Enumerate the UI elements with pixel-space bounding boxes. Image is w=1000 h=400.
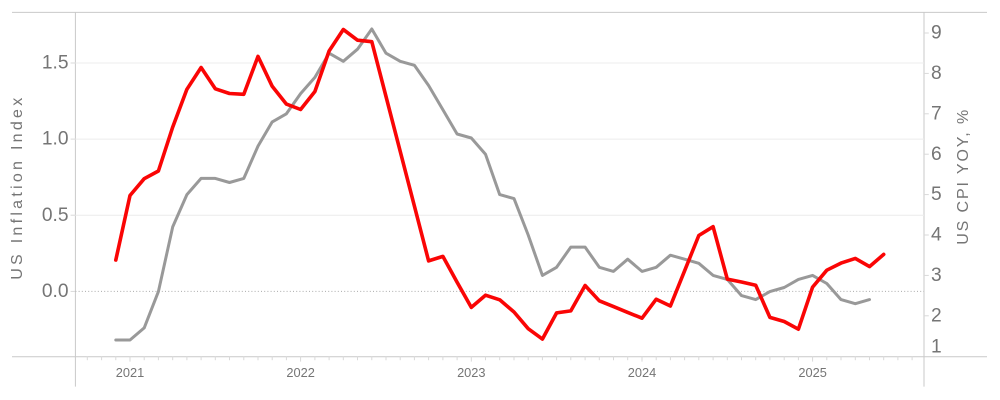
svg-text:2021: 2021 xyxy=(116,365,144,380)
svg-text:1.0: 1.0 xyxy=(42,129,69,150)
svg-text:8: 8 xyxy=(931,63,942,84)
svg-text:US CPI YOY, %: US CPI YOY, % xyxy=(955,110,972,245)
svg-text:9: 9 xyxy=(931,23,942,44)
svg-text:5: 5 xyxy=(931,184,942,205)
svg-text:3: 3 xyxy=(931,265,942,286)
svg-text:2: 2 xyxy=(931,305,942,326)
svg-text:2025: 2025 xyxy=(798,365,826,380)
svg-text:0.0: 0.0 xyxy=(42,281,69,302)
svg-text:7: 7 xyxy=(931,103,942,124)
svg-text:0.5: 0.5 xyxy=(42,205,69,226)
svg-text:1: 1 xyxy=(931,336,942,357)
svg-text:US Inflation Index: US Inflation Index xyxy=(9,98,26,280)
svg-text:2022: 2022 xyxy=(286,365,314,380)
svg-text:4: 4 xyxy=(931,225,942,246)
svg-text:2024: 2024 xyxy=(628,365,656,380)
svg-text:2023: 2023 xyxy=(457,365,485,380)
svg-text:6: 6 xyxy=(931,144,942,165)
svg-text:1.5: 1.5 xyxy=(42,53,69,74)
